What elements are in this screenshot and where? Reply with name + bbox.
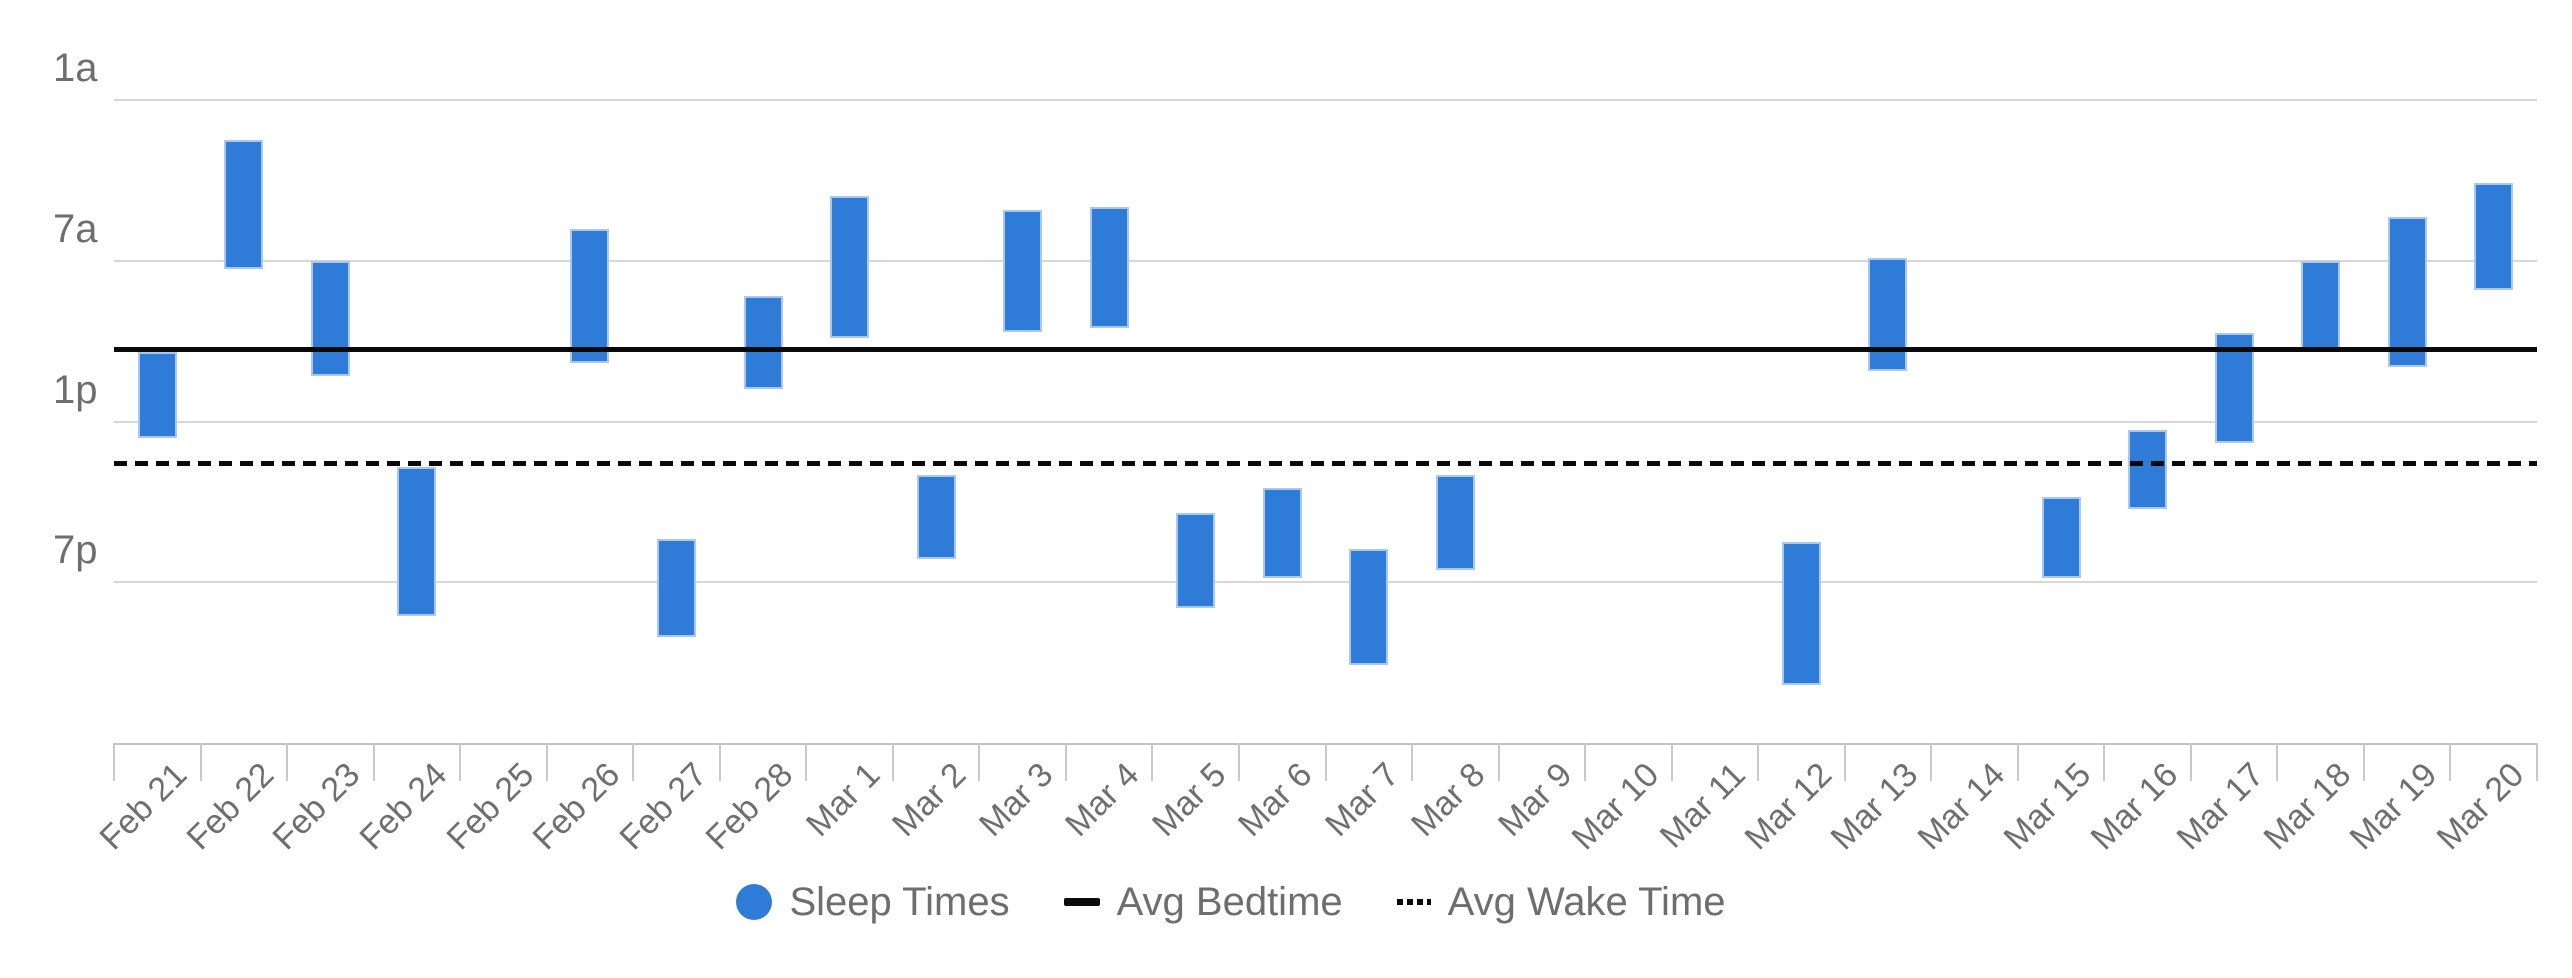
x-axis-tick bbox=[1930, 743, 1933, 781]
x-axis-label-mar-17: Mar 17 bbox=[2169, 755, 2272, 858]
x-axis-label-mar-2: Mar 2 bbox=[885, 755, 974, 844]
x-axis-label-mar-1: Mar 1 bbox=[798, 755, 888, 844]
x-axis-tick bbox=[199, 743, 202, 781]
x-axis-tick bbox=[2362, 743, 2365, 781]
x-axis-tick bbox=[113, 743, 115, 781]
x-axis-label-mar-11: Mar 11 bbox=[1652, 755, 1753, 856]
x-axis-label-mar-8: Mar 8 bbox=[1404, 755, 1493, 844]
sleep-bar-feb-28[interactable] bbox=[743, 295, 783, 390]
x-axis-tick bbox=[978, 743, 981, 781]
legend: Sleep Times Avg Bedtime Avg Wake Time bbox=[0, 872, 2517, 932]
sleep-bar-feb-24[interactable] bbox=[397, 467, 437, 616]
sleep-bar-mar-7[interactable] bbox=[1349, 548, 1389, 666]
x-axis-label-feb-23: Feb 23 bbox=[266, 755, 368, 858]
x-axis-tick bbox=[1237, 743, 1240, 781]
y-axis-label-1a: 1a bbox=[53, 46, 98, 90]
sleep-bar-mar-2[interactable] bbox=[916, 475, 956, 560]
x-axis-label-mar-7: Mar 7 bbox=[1317, 755, 1407, 844]
sleep-bar-feb-26[interactable] bbox=[570, 228, 610, 363]
x-axis-tick bbox=[2449, 743, 2452, 781]
sleep-bar-mar-15[interactable] bbox=[2041, 496, 2081, 579]
y-axis-label-7p: 7p bbox=[53, 528, 98, 573]
x-axis-tick bbox=[1064, 743, 1067, 781]
x-axis-label-mar-15: Mar 15 bbox=[1996, 755, 2099, 858]
legend-label-sleep-times: Sleep Times bbox=[789, 879, 1010, 924]
x-axis-tick bbox=[891, 743, 894, 781]
legend-label-avg-wake-time: Avg Wake Time bbox=[1447, 879, 1726, 924]
x-axis-tick bbox=[2103, 743, 2106, 781]
y-axis-label-1p: 1p bbox=[53, 367, 98, 412]
x-axis-tick bbox=[805, 743, 808, 781]
x-axis-label-feb-21: Feb 21 bbox=[93, 755, 195, 858]
x-axis-label-mar-16: Mar 16 bbox=[2083, 755, 2186, 858]
x-axis-tick bbox=[459, 743, 462, 781]
x-axis-tick bbox=[2276, 743, 2279, 781]
legend-label-avg-bedtime: Avg Bedtime bbox=[1116, 879, 1343, 924]
x-axis-tick bbox=[2536, 743, 2538, 781]
sleep-bar-mar-4[interactable] bbox=[1089, 207, 1129, 328]
sleep-bar-mar-1[interactable] bbox=[830, 196, 870, 339]
x-axis-label-feb-22: Feb 22 bbox=[179, 755, 282, 858]
x-axis-label-mar-10: Mar 10 bbox=[1564, 755, 1666, 858]
sleep-bar-mar-19[interactable] bbox=[2387, 216, 2427, 367]
x-axis-label-mar-19: Mar 19 bbox=[2342, 755, 2445, 858]
sleep-bar-mar-6[interactable] bbox=[1262, 488, 1302, 579]
x-axis-tick bbox=[2016, 743, 2019, 781]
x-axis-label-mar-5: Mar 5 bbox=[1144, 755, 1234, 844]
x-axis-label-mar-18: Mar 18 bbox=[2256, 755, 2359, 858]
x-axis-label-mar-3: Mar 3 bbox=[971, 755, 1061, 844]
sleep-bar-mar-18[interactable] bbox=[2301, 260, 2341, 352]
x-axis-label-feb-27: Feb 27 bbox=[612, 755, 714, 858]
sleep-bar-feb-21[interactable] bbox=[137, 351, 177, 438]
gridline-1p bbox=[114, 420, 2537, 423]
legend-item-avg-bedtime[interactable]: Avg Bedtime bbox=[1063, 879, 1343, 925]
x-axis-tick bbox=[1324, 743, 1327, 781]
avg-wake-time-line bbox=[114, 460, 2537, 466]
gridline-7p bbox=[114, 581, 2537, 584]
sleep-bar-mar-13[interactable] bbox=[1868, 258, 1908, 371]
sleep-bar-feb-27[interactable] bbox=[656, 539, 696, 638]
x-axis-label-mar-14: Mar 14 bbox=[1910, 755, 2012, 858]
x-axis-tick bbox=[1843, 743, 1846, 781]
sleep-bar-mar-12[interactable] bbox=[1781, 542, 1821, 686]
x-axis-tick bbox=[1151, 743, 1154, 781]
x-axis-tick bbox=[2189, 743, 2192, 781]
x-axis-tick bbox=[372, 743, 375, 781]
legend-item-sleep-times[interactable]: Sleep Times bbox=[736, 879, 1010, 925]
x-axis-tick bbox=[1670, 743, 1673, 781]
gridline-7a bbox=[114, 259, 2537, 262]
x-axis-tick bbox=[545, 743, 548, 781]
x-axis-label-feb-25: Feb 25 bbox=[439, 755, 541, 858]
sleep-bar-mar-8[interactable] bbox=[1435, 475, 1475, 571]
gridline-1a bbox=[114, 99, 2537, 101]
avg-wake-time-dotted-line-icon bbox=[1396, 899, 1431, 905]
x-axis-tick bbox=[632, 743, 635, 781]
x-axis-label-feb-28: Feb 28 bbox=[698, 755, 801, 858]
sleep-bar-feb-22[interactable] bbox=[224, 140, 264, 269]
sleep-bar-mar-16[interactable] bbox=[2128, 429, 2168, 509]
x-axis-tick bbox=[1584, 743, 1587, 781]
avg-bedtime-solid-line-icon bbox=[1063, 898, 1100, 906]
x-axis-label-mar-6: Mar 6 bbox=[1231, 755, 1320, 844]
x-axis-label-feb-24: Feb 24 bbox=[352, 755, 455, 858]
x-axis-tick bbox=[286, 743, 289, 781]
x-axis-label-mar-4: Mar 4 bbox=[1058, 755, 1147, 844]
y-axis-label-7a: 7a bbox=[53, 206, 98, 251]
x-axis-tick bbox=[718, 743, 721, 781]
x-axis-label-mar-13: Mar 13 bbox=[1823, 755, 1926, 858]
legend-item-avg-wake-time[interactable]: Avg Wake Time bbox=[1396, 879, 1726, 925]
sleep-times-circle-icon bbox=[736, 884, 773, 920]
x-axis-label-mar-12: Mar 12 bbox=[1737, 755, 1839, 858]
sleep-bar-feb-23[interactable] bbox=[310, 260, 350, 376]
sleep-bar-mar-5[interactable] bbox=[1176, 512, 1216, 608]
x-axis-tick bbox=[1757, 743, 1760, 781]
x-axis-label-feb-26: Feb 26 bbox=[525, 755, 628, 858]
avg-bedtime-line bbox=[114, 346, 2537, 352]
x-axis-label-mar-20: Mar 20 bbox=[2429, 755, 2532, 858]
x-axis-tick bbox=[1497, 743, 1500, 781]
x-axis-tick bbox=[1411, 743, 1414, 781]
sleep-bar-mar-20[interactable] bbox=[2474, 183, 2514, 291]
sleep-bar-mar-3[interactable] bbox=[1003, 209, 1043, 332]
